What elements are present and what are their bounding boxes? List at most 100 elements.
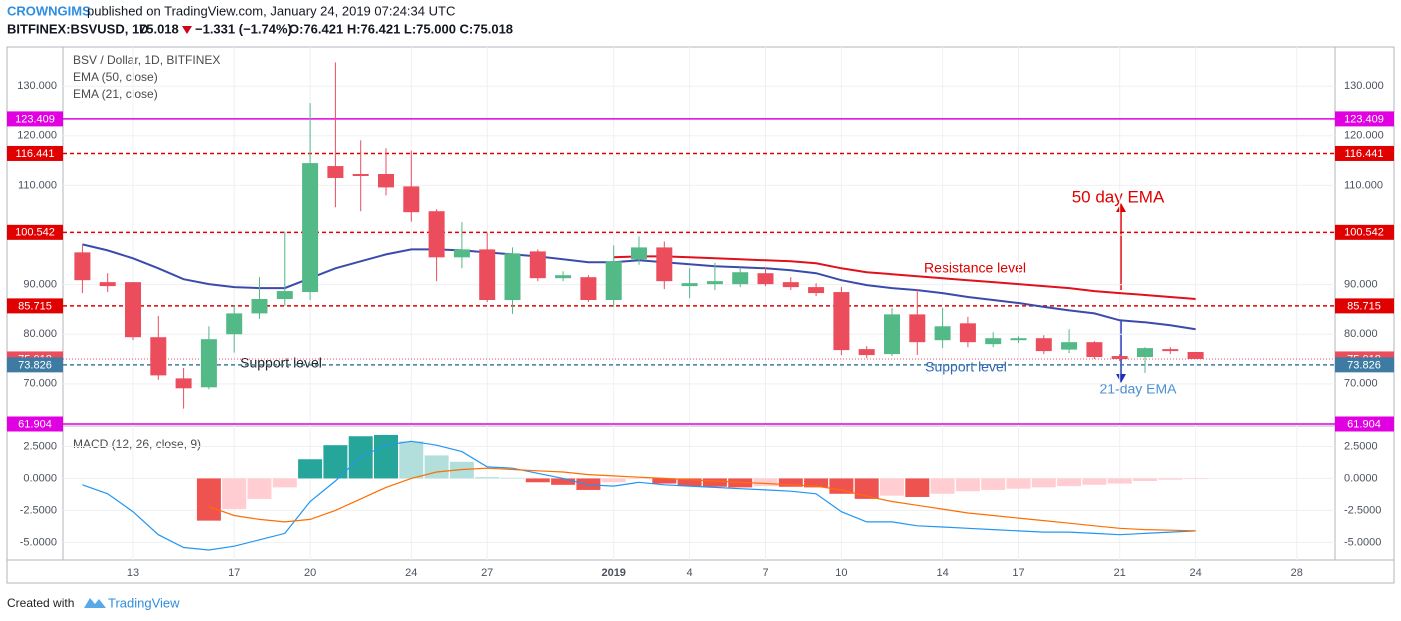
y-tick-label: 90.000 <box>1344 279 1378 291</box>
change: −1.331 (−1.74%) <box>195 21 292 36</box>
x-tick-label: 17 <box>228 567 240 579</box>
symbol: BITFINEX:BSVUSD, 1D <box>7 21 149 36</box>
histogram-bar <box>702 478 727 487</box>
histogram-bar <box>196 478 221 521</box>
candle-body <box>74 252 91 281</box>
candle-body <box>631 247 647 260</box>
x-tick-label: 4 <box>687 567 693 579</box>
x-tick-label: 17 <box>1012 567 1024 579</box>
arrow-head <box>1116 374 1126 383</box>
level-label-box <box>7 145 63 161</box>
candle-body <box>555 275 572 279</box>
histogram-bar <box>981 478 1006 490</box>
histogram-bar <box>627 478 651 480</box>
candle-body <box>833 292 850 351</box>
level-label-box <box>7 111 63 127</box>
candle-body <box>580 277 597 301</box>
histogram-bar <box>652 478 677 484</box>
candle-body <box>706 281 723 285</box>
x-tick-label: 13 <box>127 567 139 579</box>
histogram-bar <box>222 478 247 510</box>
x-tick-label: 14 <box>936 567 948 579</box>
histogram-bar <box>1133 478 1157 481</box>
candle-body <box>959 323 976 343</box>
candle-body <box>504 253 521 301</box>
candle-body <box>302 163 319 293</box>
y-tick-label: 90.000 <box>23 279 57 291</box>
x-tick-label: 27 <box>481 567 493 579</box>
candle-body <box>934 326 951 341</box>
candle-body <box>732 272 749 285</box>
y-tick-label: -5.0000 <box>20 536 57 548</box>
candle-body <box>378 174 394 188</box>
histogram-bar <box>1006 478 1031 489</box>
histogram-bar <box>880 478 904 496</box>
candle-body <box>479 249 496 301</box>
annotation: Support level <box>925 359 1007 375</box>
histogram-bar <box>677 478 702 487</box>
footer-brand[interactable]: TradingView <box>108 595 180 610</box>
level-label-box <box>1335 111 1394 127</box>
level-label: 85.715 <box>18 300 52 312</box>
level-label: 85.715 <box>1347 300 1381 312</box>
histogram-bar <box>247 478 272 499</box>
histogram-bar <box>1031 478 1056 488</box>
histogram-bar <box>525 478 550 483</box>
candle-body <box>1035 338 1052 352</box>
histogram-bar <box>778 478 803 487</box>
y-tick-label: 2.5000 <box>1344 440 1378 452</box>
level-label: 100.542 <box>1344 227 1384 239</box>
level-label: 73.826 <box>18 359 52 371</box>
histogram-bar <box>1082 478 1107 485</box>
frame <box>6 46 1395 584</box>
level-label-box <box>1335 224 1394 240</box>
level-label-box <box>7 298 63 314</box>
price: 75.018 <box>139 21 179 36</box>
candle-body <box>1111 356 1128 360</box>
author[interactable]: CROWNGIMS <box>7 3 91 18</box>
histogram-bar <box>1107 478 1132 484</box>
candle-body <box>150 337 167 376</box>
histogram-bar <box>399 441 424 479</box>
candle-body <box>656 247 673 282</box>
histogram-bar <box>298 459 323 479</box>
y-tick-label: 120.000 <box>1344 130 1384 142</box>
candle-body <box>1187 351 1204 359</box>
histogram-bar <box>1183 478 1208 480</box>
x-tick-label: 2019 <box>601 567 625 579</box>
candle-body <box>884 314 900 355</box>
x-tick-label: 7 <box>762 567 768 579</box>
x-tick-label: 20 <box>304 567 316 579</box>
y-tick-label: 110.000 <box>18 179 57 191</box>
y-tick-label: 130.000 <box>1344 80 1384 92</box>
y-tick-label: 130.000 <box>17 80 57 92</box>
level-label: 61.904 <box>18 418 52 430</box>
level-label: 61.904 <box>1347 418 1381 430</box>
candle-body <box>858 349 875 356</box>
histogram-bar <box>1158 478 1183 480</box>
macd-title: MACD (12, 26, close, 9) <box>73 437 201 451</box>
histogram-bar <box>753 478 778 487</box>
histogram-bar <box>475 477 500 479</box>
footer-created: Created with <box>7 596 74 610</box>
candle-body <box>1162 349 1179 352</box>
y-tick-label: 70.000 <box>23 378 57 390</box>
x-tick-label: 24 <box>1189 567 1201 579</box>
y-tick-label: 80.000 <box>1344 328 1378 340</box>
candle-body <box>200 339 217 388</box>
ema-line <box>613 255 1196 300</box>
arrow-head <box>1116 203 1126 212</box>
histogram-bar <box>829 478 854 494</box>
candle-body <box>681 283 698 287</box>
candle-body <box>757 273 774 285</box>
histogram-bar <box>551 478 576 485</box>
y-tick-label: -2.5000 <box>20 504 57 516</box>
histogram-bar <box>424 455 449 479</box>
candle-body <box>428 211 445 258</box>
level-label: 123.409 <box>15 113 55 125</box>
legend-entry: EMA (50, close) <box>73 70 158 84</box>
candle-body <box>605 261 622 301</box>
y-tick-label: 110.000 <box>1344 179 1383 191</box>
